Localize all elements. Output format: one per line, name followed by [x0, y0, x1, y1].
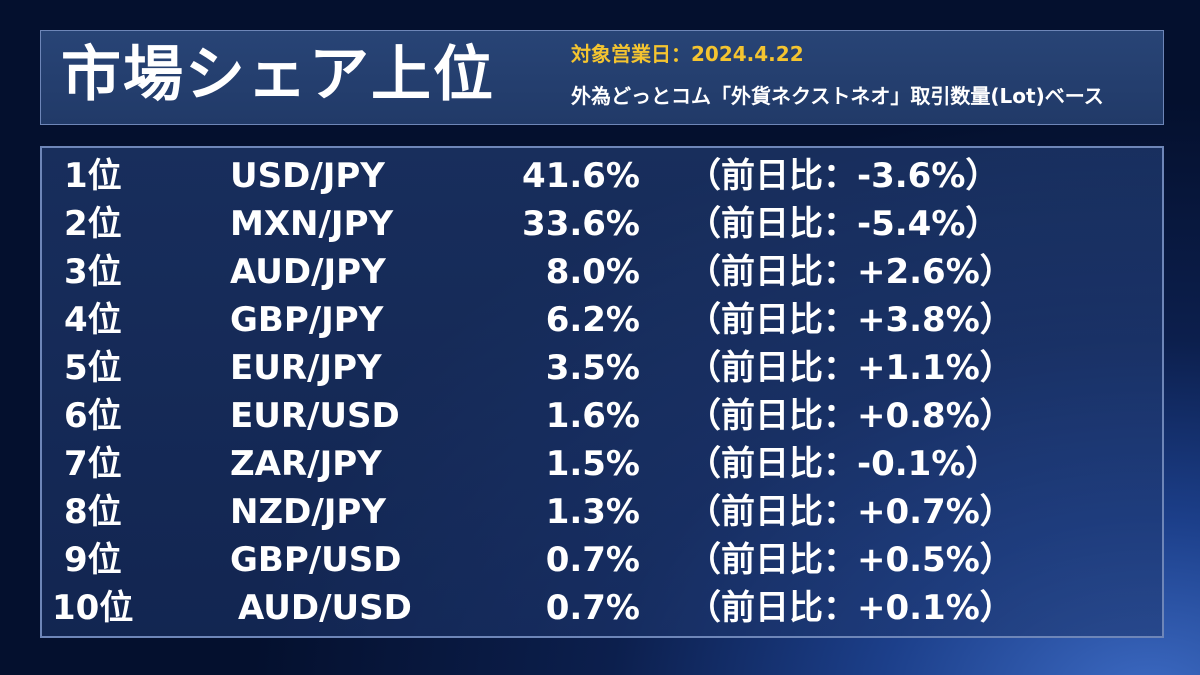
table-row: 7位 ZAR/JPY 1.5% （前日比：-0.1%） — [42, 440, 1162, 488]
currency-pair-cell: GBP/JPY — [230, 300, 384, 340]
currency-pair-cell: EUR/JPY — [230, 348, 382, 388]
currency-pair-cell: AUD/JPY — [230, 252, 386, 292]
share-cell: 33.6% — [522, 204, 640, 244]
business-date-label: 対象営業日：2024.4.22 — [571, 42, 804, 66]
subtitle: 外為どっとコム「外貨ネクストネオ」取引数量(Lot)ベース — [571, 84, 1104, 108]
change-cell: （前日比：+3.8%） — [687, 300, 1014, 340]
change-cell: （前日比：+0.5%） — [687, 540, 1014, 580]
share-cell: 0.7% — [545, 540, 640, 580]
table-row: 9位 GBP/USD 0.7% （前日比：+0.5%） — [42, 536, 1162, 584]
rank-cell: 5位 — [64, 348, 122, 388]
share-cell: 0.7% — [545, 588, 640, 628]
rank-cell: 10位 — [52, 588, 134, 628]
rank-cell: 8位 — [64, 492, 122, 532]
share-cell: 8.0% — [545, 252, 640, 292]
header-panel: 市場シェア上位 対象営業日：2024.4.22 外為どっとコム「外貨ネクストネオ… — [40, 30, 1164, 125]
change-cell: （前日比：-0.1%） — [687, 444, 1000, 484]
currency-pair-cell: GBP/USD — [230, 540, 402, 580]
currency-pair-cell: MXN/JPY — [230, 204, 394, 244]
change-cell: （前日比：-3.6%） — [687, 156, 1000, 196]
change-cell: （前日比：-5.4%） — [687, 204, 1000, 244]
rank-cell: 7位 — [64, 444, 122, 484]
currency-pair-cell: AUD/USD — [238, 588, 412, 628]
ranking-table: 1位 USD/JPY 41.6% （前日比：-3.6%） 2位 MXN/JPY … — [40, 146, 1164, 638]
change-cell: （前日比：+1.1%） — [687, 348, 1014, 388]
change-cell: （前日比：+0.8%） — [687, 396, 1014, 436]
change-cell: （前日比：+0.7%） — [687, 492, 1014, 532]
rank-cell: 4位 — [64, 300, 122, 340]
table-row: 10位 AUD/USD 0.7% （前日比：+0.1%） — [42, 584, 1162, 632]
rank-cell: 1位 — [64, 156, 122, 196]
table-row: 4位 GBP/JPY 6.2% （前日比：+3.8%） — [42, 296, 1162, 344]
table-row: 6位 EUR/USD 1.6% （前日比：+0.8%） — [42, 392, 1162, 440]
share-cell: 1.3% — [545, 492, 640, 532]
page-title: 市場シェア上位 — [61, 40, 495, 110]
table-row: 8位 NZD/JPY 1.3% （前日比：+0.7%） — [42, 488, 1162, 536]
table-row: 1位 USD/JPY 41.6% （前日比：-3.6%） — [42, 152, 1162, 200]
change-cell: （前日比：+2.6%） — [687, 252, 1014, 292]
currency-pair-cell: ZAR/JPY — [230, 444, 382, 484]
rank-cell: 9位 — [64, 540, 122, 580]
change-cell: （前日比：+0.1%） — [687, 588, 1014, 628]
currency-pair-cell: NZD/JPY — [230, 492, 386, 532]
table-row: 3位 AUD/JPY 8.0% （前日比：+2.6%） — [42, 248, 1162, 296]
share-cell: 6.2% — [545, 300, 640, 340]
share-cell: 1.6% — [545, 396, 640, 436]
share-cell: 1.5% — [545, 444, 640, 484]
table-row: 5位 EUR/JPY 3.5% （前日比：+1.1%） — [42, 344, 1162, 392]
rank-cell: 6位 — [64, 396, 122, 436]
rank-cell: 3位 — [64, 252, 122, 292]
table-row: 2位 MXN/JPY 33.6% （前日比：-5.4%） — [42, 200, 1162, 248]
currency-pair-cell: EUR/USD — [230, 396, 400, 436]
share-cell: 41.6% — [522, 156, 640, 196]
rank-cell: 2位 — [64, 204, 122, 244]
currency-pair-cell: USD/JPY — [230, 156, 385, 196]
share-cell: 3.5% — [545, 348, 640, 388]
